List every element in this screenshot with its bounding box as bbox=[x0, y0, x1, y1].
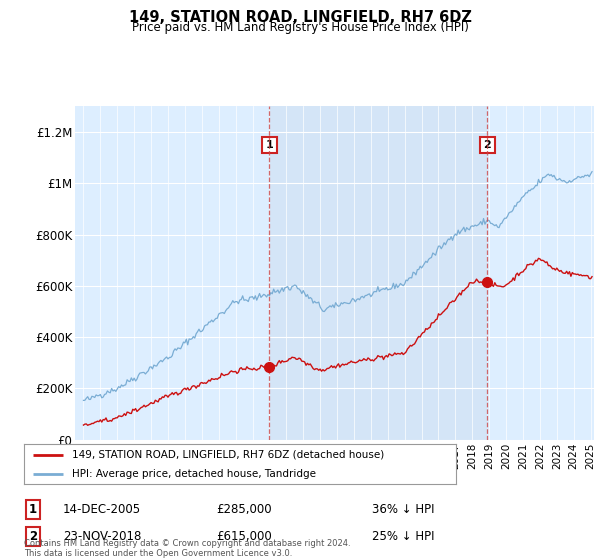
Text: HPI: Average price, detached house, Tandridge: HPI: Average price, detached house, Tand… bbox=[71, 469, 316, 478]
Bar bbox=[269, 106, 487, 440]
Text: 1: 1 bbox=[266, 140, 273, 150]
Text: £285,000: £285,000 bbox=[216, 503, 272, 516]
Text: £615,000: £615,000 bbox=[216, 530, 272, 543]
Text: 2: 2 bbox=[484, 140, 491, 150]
Text: 23-NOV-2018: 23-NOV-2018 bbox=[63, 530, 142, 543]
Text: 14-DEC-2005: 14-DEC-2005 bbox=[63, 503, 141, 516]
Text: 36% ↓ HPI: 36% ↓ HPI bbox=[372, 503, 434, 516]
Text: Price paid vs. HM Land Registry's House Price Index (HPI): Price paid vs. HM Land Registry's House … bbox=[131, 21, 469, 34]
Text: 2: 2 bbox=[29, 530, 37, 543]
Text: Contains HM Land Registry data © Crown copyright and database right 2024.
This d: Contains HM Land Registry data © Crown c… bbox=[24, 539, 350, 558]
Text: 149, STATION ROAD, LINGFIELD, RH7 6DZ: 149, STATION ROAD, LINGFIELD, RH7 6DZ bbox=[128, 10, 472, 25]
Text: 1: 1 bbox=[29, 503, 37, 516]
Text: 149, STATION ROAD, LINGFIELD, RH7 6DZ (detached house): 149, STATION ROAD, LINGFIELD, RH7 6DZ (d… bbox=[71, 450, 384, 460]
Text: 25% ↓ HPI: 25% ↓ HPI bbox=[372, 530, 434, 543]
